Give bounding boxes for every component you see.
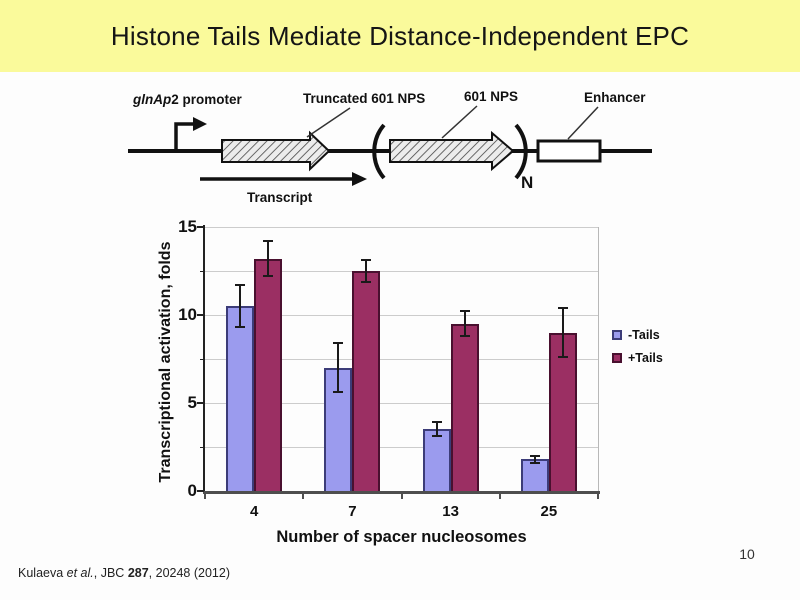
bar-tails-4 [254, 258, 283, 491]
y-tick [197, 490, 204, 492]
error-bar-cap [557, 306, 568, 309]
y-tick-label: 5 [187, 393, 197, 412]
nps-arrow [389, 130, 515, 172]
error-bar [435, 422, 438, 437]
y-tick-label: 10 [178, 305, 197, 324]
y-tick [197, 314, 204, 316]
legend-label: +Tails [628, 351, 663, 365]
y-tick-label: 0 [187, 481, 197, 500]
bar-tails-13 [422, 429, 451, 491]
legend-item: -Tails [612, 328, 663, 342]
y-axis-line [203, 225, 205, 494]
y-tick-label: 15 [178, 217, 197, 236]
truncated-nps-pointer-line [306, 107, 351, 138]
error-bar-cap [263, 275, 274, 278]
citation-pages: , 20248 (2012) [148, 566, 230, 580]
paren-close [514, 123, 528, 180]
x-tick [302, 494, 305, 499]
error-bar [533, 455, 536, 463]
error-bar-cap [235, 284, 246, 287]
x-tick [400, 494, 403, 499]
title-banner: Histone Tails Mediate Distance-Independe… [0, 0, 800, 72]
truncated-nps-arrow [221, 130, 331, 172]
truncated-nps-label: Truncated 601 NPS [303, 91, 425, 106]
error-bar-cap [333, 342, 344, 345]
transcript-arrow-icon [200, 172, 367, 186]
x-tick-label: 4 [249, 503, 259, 520]
error-bar [239, 285, 242, 328]
bar-tails-4 [226, 306, 255, 491]
error-bar [561, 307, 564, 358]
promoter-label: glnAp2 promoter [132, 92, 243, 107]
x-tick-label: 13 [442, 503, 459, 520]
citation-author: Kulaeva [18, 566, 67, 580]
y-minor-tick [200, 359, 204, 360]
bar-chart: Transcriptional activation, folds 0 5 10 15… [140, 210, 720, 555]
error-bar-cap [361, 259, 372, 262]
error-bar-cap [459, 335, 470, 338]
bar-tails-25 [520, 459, 549, 491]
repeat-subscript: N [521, 173, 533, 192]
construct-diagram: glnAp2 promoter Truncated 601 NPS 601 NP… [128, 89, 652, 205]
citation-etal: et al. [66, 566, 94, 580]
slide-title: Histone Tails Mediate Distance-Independe… [110, 20, 690, 51]
legend-swatch-minus-tails [612, 330, 622, 340]
error-bar [463, 311, 466, 337]
citation-volume: 287 [127, 566, 149, 580]
x-tick-label: 25 [540, 503, 558, 520]
gridline [205, 315, 598, 316]
gridline [205, 447, 598, 448]
enhancer-pointer-line [567, 106, 599, 140]
citation-journal: , JBC [93, 566, 128, 580]
legend-item: +Tails [612, 351, 663, 365]
legend-label: -Tails [628, 328, 660, 342]
y-minor-tick [200, 271, 204, 272]
promoter-arrow-icon [174, 117, 207, 151]
error-bar [337, 343, 340, 393]
x-axis-line [203, 491, 600, 494]
paren-open [372, 123, 386, 180]
y-tick [197, 226, 204, 228]
error-bar-cap [263, 240, 274, 243]
enhancer-box [536, 139, 602, 163]
gridline [205, 359, 598, 360]
x-tick [204, 494, 206, 499]
citation: Kulaeva et al., JBC 287, 20248 (2012) [18, 566, 230, 580]
error-bar-cap [361, 280, 372, 283]
x-tick [597, 494, 599, 499]
bar-tails-25 [548, 332, 577, 491]
error-bar-cap [431, 435, 442, 438]
page-number: 10 [739, 546, 755, 562]
error-bar-cap [529, 461, 540, 464]
nps-label: 601 NPS [464, 89, 518, 104]
gridline [205, 227, 598, 228]
transcript-label: Transcript [247, 190, 313, 205]
error-bar-cap [529, 454, 540, 457]
legend-swatch-plus-tails [612, 353, 622, 363]
chart-legend: -Tails +Tails [612, 328, 663, 374]
y-minor-tick [200, 447, 204, 448]
x-axis-title: Number of spacer nucleosomes [276, 528, 527, 546]
bar-tails-13 [450, 323, 479, 491]
y-tick [197, 402, 204, 404]
error-bar-cap [459, 310, 470, 313]
x-tick-label: 7 [348, 503, 357, 520]
error-bar-cap [333, 391, 344, 394]
x-tick [498, 494, 501, 499]
error-bar [365, 260, 368, 282]
nps-pointer-line [441, 105, 478, 139]
enhancer-label: Enhancer [584, 90, 646, 105]
error-bar-cap [431, 421, 442, 424]
error-bar-cap [235, 326, 246, 329]
error-bar-cap [557, 356, 568, 359]
gridline [205, 403, 598, 404]
bar-tails-7 [352, 271, 381, 491]
y-axis-title: Transcriptional activation, folds [157, 241, 174, 483]
gridline [205, 271, 598, 272]
plot-right-border [598, 227, 599, 491]
error-bar [267, 241, 270, 277]
